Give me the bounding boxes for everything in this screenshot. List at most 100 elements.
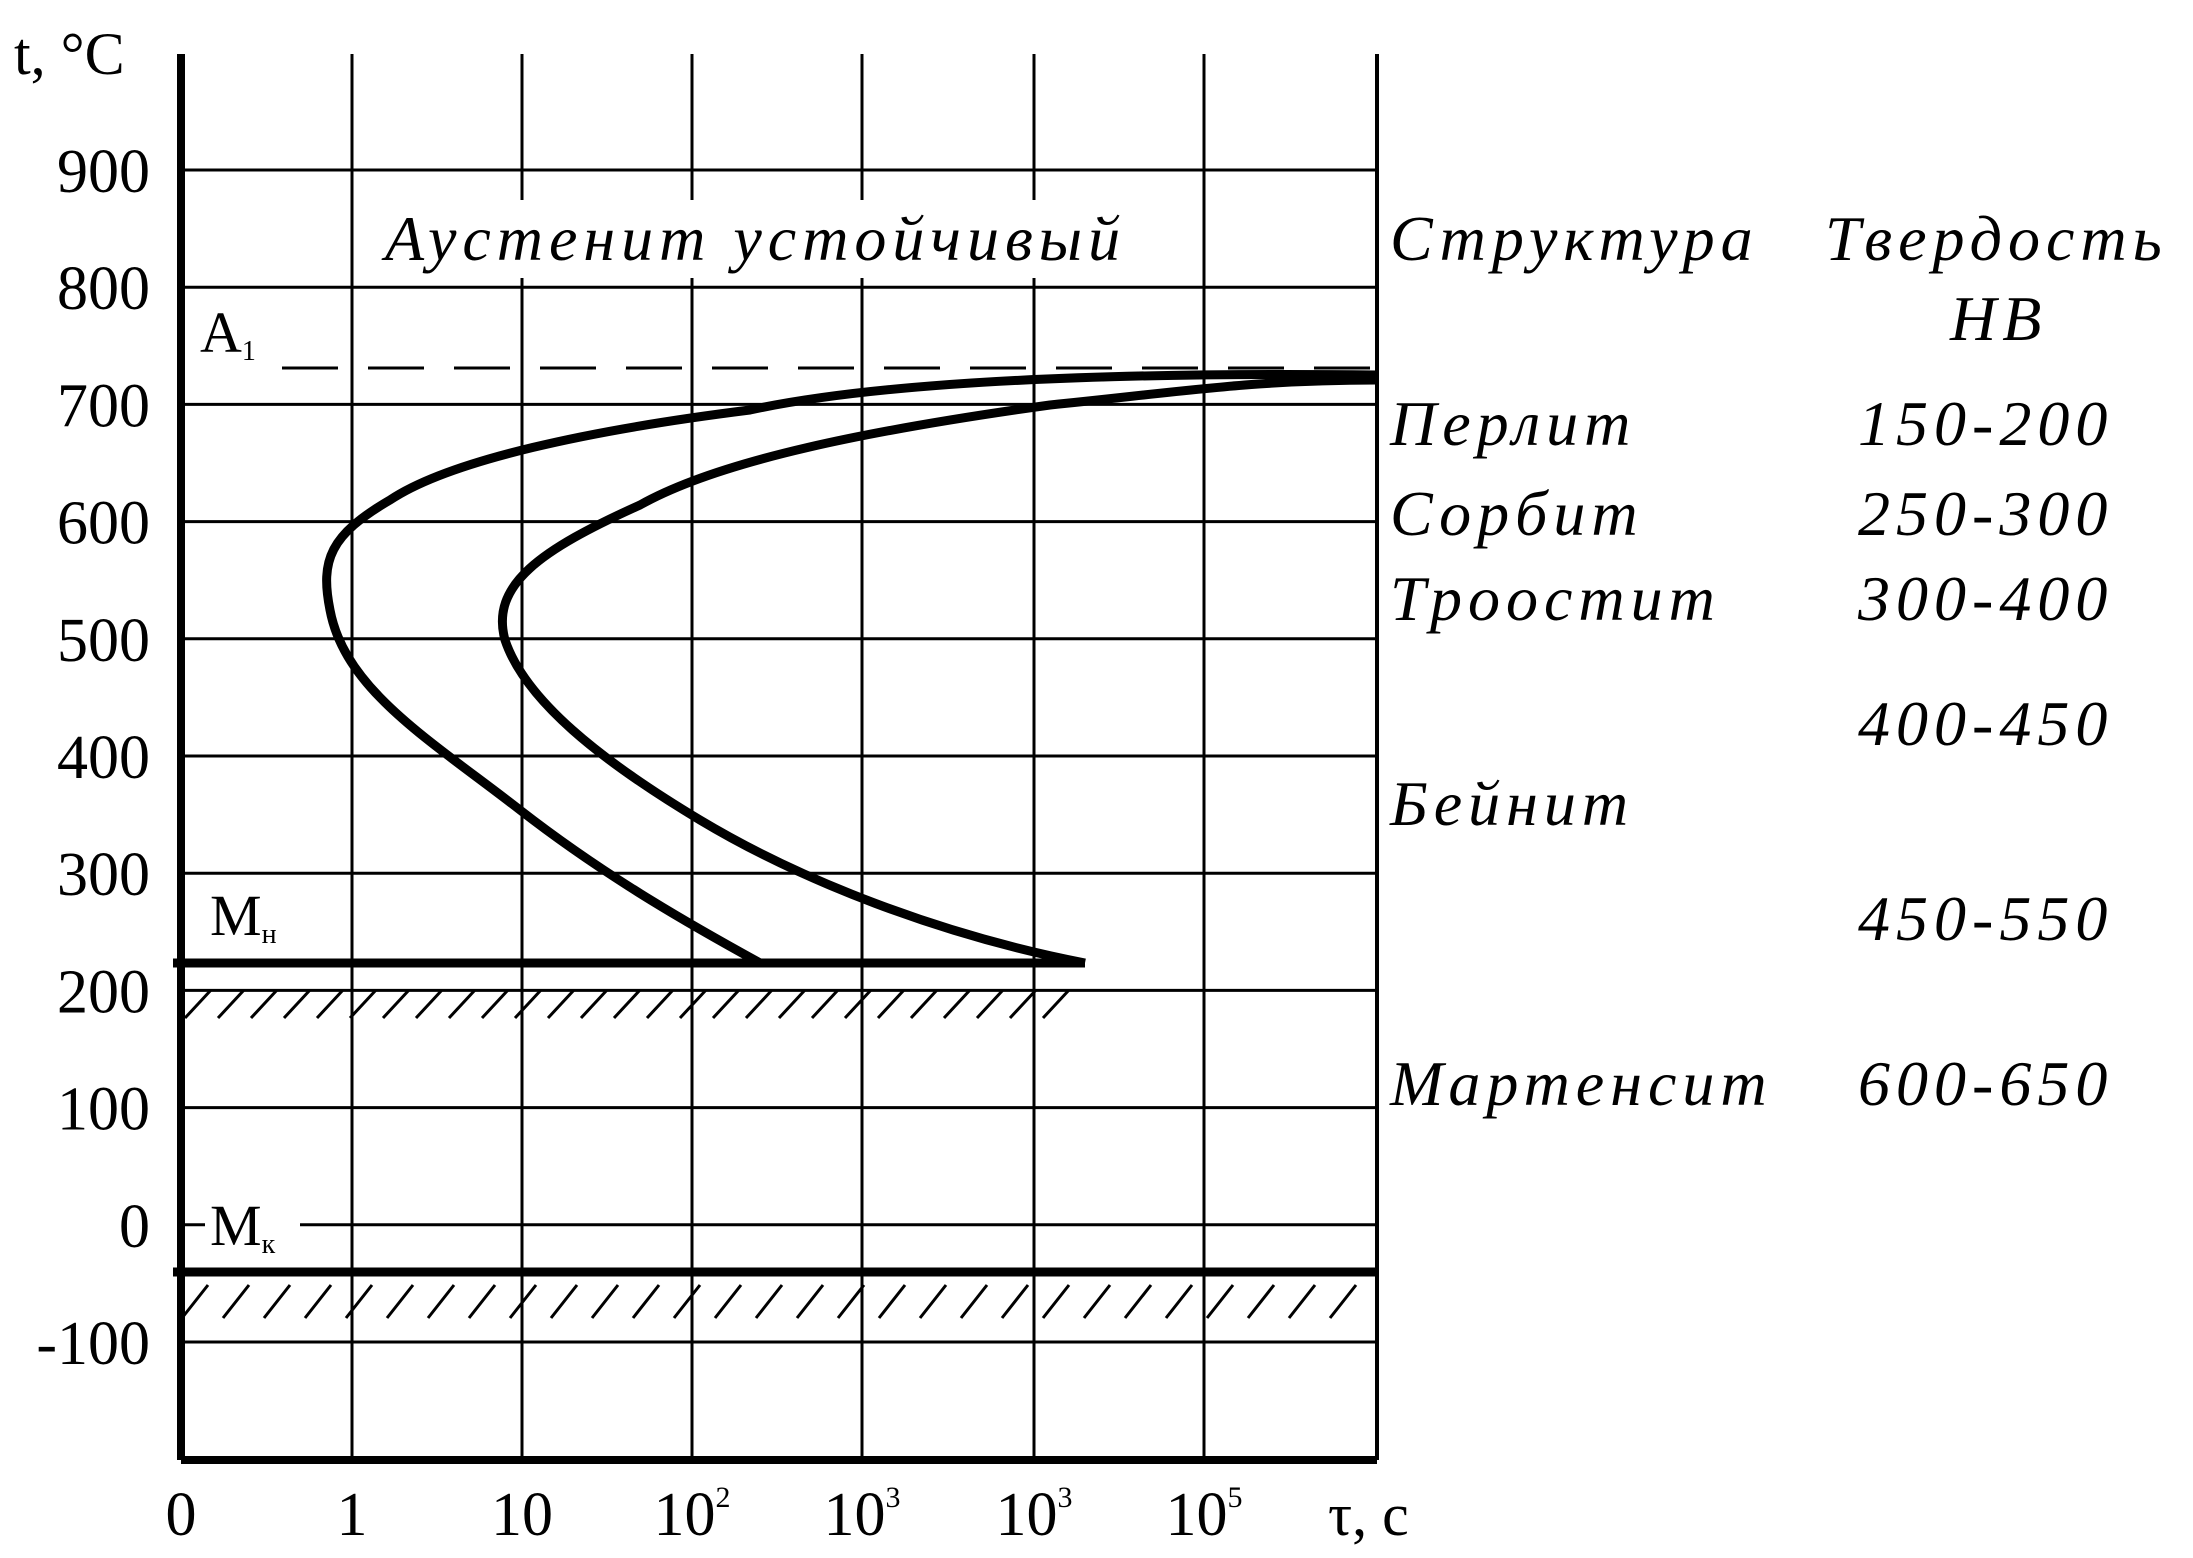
structure-name: Сорбит: [1390, 478, 1644, 549]
x-tick-label: 0: [166, 1481, 197, 1549]
a1-label: A1: [200, 300, 256, 367]
hatch-line: [513, 988, 543, 1020]
hatch-line: [1082, 1284, 1112, 1319]
hardness-header: Твердость: [1825, 203, 2168, 274]
structures-table: Перлит 150-200 Сорбит 250-300 Троостит 300-40…: [1389, 388, 2113, 1119]
x-tick-label: 10: [491, 1481, 553, 1549]
hatch-line: [303, 1284, 333, 1319]
hatch-line: [1041, 1284, 1071, 1319]
hatch-line: [754, 1284, 784, 1319]
hatch-line: [315, 988, 345, 1020]
y-tick-label: 900: [57, 138, 150, 206]
y-tick-label: 200: [57, 958, 150, 1026]
structure-name: Троостит: [1390, 563, 1721, 634]
y-tick-label: 600: [57, 490, 150, 558]
hatch-line: [546, 988, 576, 1020]
structure-name: Бейнит: [1389, 768, 1634, 839]
hatch-line: [795, 1284, 825, 1319]
mk-label: Mк: [210, 1193, 276, 1260]
hatch-line: [877, 1284, 907, 1319]
x-tick-label: 103: [824, 1481, 901, 1549]
x-axis-label: τ, с: [1328, 1482, 1409, 1548]
hatch-line: [876, 988, 906, 1020]
hatch-line: [1041, 988, 1071, 1020]
hatch-line: [426, 1284, 456, 1319]
hatch-line: [221, 1284, 251, 1319]
hatch-line: [1328, 1284, 1358, 1319]
y-tick-label: 300: [57, 841, 150, 909]
y-tick-label: 100: [57, 1076, 150, 1144]
hatch-line: [631, 1284, 661, 1319]
hatch-line: [1205, 1284, 1235, 1319]
hatch-line: [590, 1284, 620, 1319]
x-tick-labels: 0 1 10 102 103 103 105: [166, 1481, 1243, 1549]
x-tick-label: 1: [337, 1481, 368, 1549]
hardness-value: 150-200: [1858, 388, 2113, 459]
hatch-line: [810, 988, 840, 1020]
hatch-line: [1000, 1284, 1030, 1319]
hardness-value: 400-450: [1858, 688, 2113, 759]
hatch-line: [183, 988, 213, 1020]
start-transformation-curve: [322, 369, 1378, 967]
y-tick-labels: 900 800 700 600 500 400 300 200 100 0 -100: [36, 138, 150, 1378]
y-axis-label: t, °C: [14, 21, 125, 87]
hatch-line: [678, 988, 708, 1020]
hatch-line: [508, 1284, 538, 1319]
y-tick-label: -100: [36, 1310, 150, 1378]
x-tick-label: 105: [1166, 1481, 1243, 1549]
hatch-line: [344, 1284, 374, 1319]
hatch-line: [777, 988, 807, 1020]
hatch-line: [713, 1284, 743, 1319]
hatch-line: [216, 988, 246, 1020]
hardness-value: 250-300: [1858, 478, 2113, 549]
mk-label-bg: [205, 1190, 300, 1256]
hatch-line: [836, 1284, 866, 1319]
hardness-value: 450-550: [1858, 883, 2113, 954]
hatch-line: [909, 988, 939, 1020]
hatch-line: [942, 988, 972, 1020]
y-tick-label: 400: [57, 724, 150, 792]
hatch-line: [1164, 1284, 1194, 1319]
y-tick-label: 700: [57, 372, 150, 440]
hatch-line: [348, 988, 378, 1020]
structure-name: Мартенсит: [1389, 1048, 1773, 1119]
hardness-value: 600-650: [1858, 1048, 2113, 1119]
hardness-unit: HB: [1949, 283, 2047, 354]
x-tick-label: 103: [996, 1481, 1073, 1549]
hatch-line: [282, 988, 312, 1020]
hatch-line: [959, 1284, 989, 1319]
end-transformation-curve: [497, 375, 1378, 968]
hatch-line: [711, 988, 741, 1020]
hatch-line: [381, 988, 411, 1020]
hatch-line: [1008, 988, 1038, 1020]
hatch-line: [467, 1284, 497, 1319]
hatch-line: [672, 1284, 702, 1319]
y-tick-label: 800: [57, 255, 150, 323]
structure-name: Перлит: [1389, 388, 1636, 459]
hatch-line: [414, 988, 444, 1020]
hatch-line: [262, 1284, 292, 1319]
hatch-line: [1123, 1284, 1153, 1319]
hatch-line: [549, 1284, 579, 1319]
hardness-value: 300-400: [1857, 563, 2113, 634]
hatch-line: [579, 988, 609, 1020]
hatch-line: [645, 988, 675, 1020]
hatch-line: [744, 988, 774, 1020]
y-tick-label: 500: [57, 607, 150, 675]
y-tick-label: 0: [119, 1193, 150, 1261]
region-label-bg: [380, 200, 1170, 278]
hatch-line: [1246, 1284, 1276, 1319]
hatch-line: [249, 988, 279, 1020]
hatch-line: [843, 988, 873, 1020]
mn-hatching: [183, 988, 1071, 1020]
mn-label: Mн: [210, 883, 277, 950]
mk-hatching: [180, 1284, 1358, 1319]
hatch-line: [975, 988, 1005, 1020]
hatch-line: [385, 1284, 415, 1319]
hatch-line: [1287, 1284, 1317, 1319]
grid: [181, 54, 1379, 1460]
hatch-line: [918, 1284, 948, 1319]
hatch-line: [480, 988, 510, 1020]
